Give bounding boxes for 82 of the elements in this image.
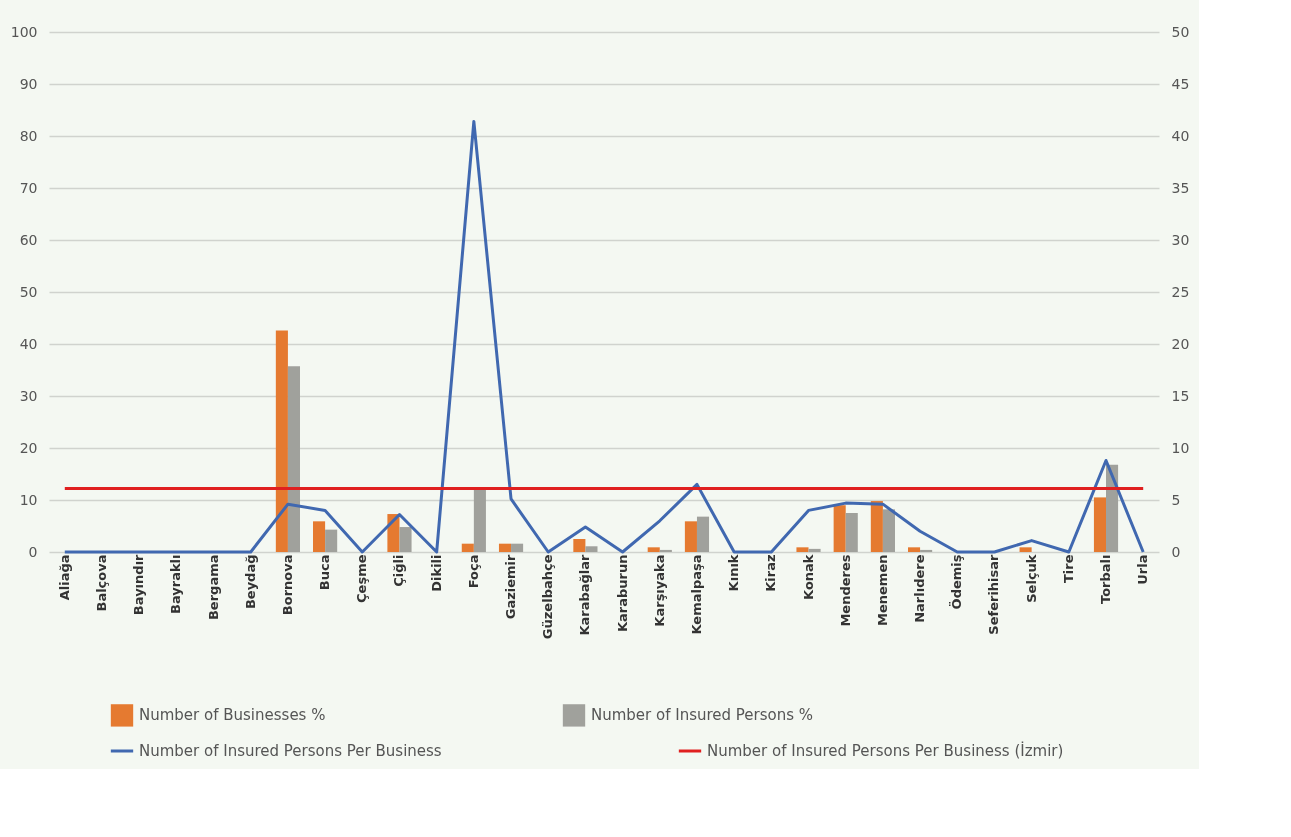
- y2-tick-label: 35: [1171, 179, 1190, 196]
- bar: [907, 547, 921, 552]
- x-tick-label: Karabağlar: [577, 553, 593, 636]
- y-tick-label: 10: [19, 491, 38, 508]
- x-tick-label: Kemalpaşa: [688, 554, 704, 635]
- y-tick-label: 50: [19, 283, 38, 300]
- x-tick-label: Güzelbahçe: [540, 554, 556, 640]
- bar: [461, 543, 474, 552]
- y-tick-label: 100: [10, 23, 38, 40]
- x-tick-label: Konak: [800, 554, 816, 600]
- y-tick-label: 40: [19, 335, 38, 352]
- x-tick-label: Ödemiş: [949, 554, 965, 610]
- bar: [585, 546, 598, 552]
- y2-tick-label: 50: [1171, 23, 1190, 40]
- y2-tick-label: 25: [1171, 283, 1190, 300]
- legend-label: Number of Insured Persons Per Business: [139, 742, 442, 760]
- bar: [573, 539, 586, 552]
- y2-tick-label: 10: [1171, 439, 1190, 456]
- bar: [659, 549, 672, 552]
- x-tick-label: Balçova: [93, 554, 109, 612]
- x-tick-label: Bornova: [279, 554, 295, 616]
- y2-tick-label: 30: [1171, 231, 1190, 248]
- bar: [920, 549, 933, 552]
- y-tick-label: 0: [28, 543, 38, 560]
- x-tick-label: Menderes: [837, 554, 853, 627]
- legend-label: Number of Insured Persons Per Business (İzmir): [707, 741, 1064, 760]
- bar: [498, 543, 512, 552]
- x-tick-label: Narlıdere: [912, 554, 928, 623]
- bar: [796, 547, 809, 552]
- x-tick-label: Kınık: [726, 554, 742, 592]
- bar: [696, 516, 710, 552]
- bar: [808, 548, 821, 552]
- y2-tick-label: 20: [1171, 335, 1190, 352]
- bar: [1019, 547, 1032, 552]
- x-tick-label: Bergama: [205, 554, 221, 621]
- y2-tick-label: 5: [1171, 491, 1181, 508]
- bar: [870, 501, 883, 552]
- bar: [845, 513, 858, 552]
- x-tick-label: Seferihisar: [986, 553, 1002, 635]
- y-tick-label: 90: [19, 75, 38, 92]
- bar: [313, 521, 326, 552]
- x-tick-label: Bayındır: [131, 553, 147, 616]
- bar: [399, 527, 412, 552]
- x-tick-label: Aliağa: [56, 554, 72, 601]
- x-tick-label: Gaziemir: [503, 553, 519, 620]
- y2-tick-label: 45: [1171, 75, 1190, 92]
- y2-tick-label: 40: [1171, 127, 1190, 144]
- bar: [882, 509, 895, 552]
- x-tick-label: Buca: [317, 554, 333, 591]
- legend-label: Number of Businesses %: [139, 706, 326, 725]
- y2-tick-label: 15: [1171, 387, 1190, 404]
- y-tick-label: 60: [19, 231, 38, 248]
- line-series: [63, 119, 1145, 554]
- bar: [275, 330, 288, 552]
- x-tick-label: Çeşme: [354, 554, 370, 603]
- x-tick-label: Selçuk: [1023, 554, 1039, 603]
- x-tick-label: Karşıyaka: [651, 554, 667, 627]
- x-tick-label: Tire: [1060, 554, 1076, 584]
- x-tick-label: Menemen: [874, 554, 890, 626]
- bar: [473, 488, 486, 552]
- x-tick-label: Çiğli: [391, 554, 407, 587]
- x-tick-label: Bayraklı: [168, 554, 184, 614]
- y-tick-label: 30: [19, 387, 38, 404]
- x-tick-label: Foça: [465, 554, 481, 589]
- x-tick-label: Urla: [1135, 554, 1151, 585]
- y2-tick-label: 0: [1171, 543, 1181, 560]
- y-tick-label: 20: [19, 439, 38, 456]
- x-tick-label: Kiraz: [763, 554, 779, 592]
- x-tick-label: Karaburun: [614, 554, 630, 633]
- x-tick-label: Dikili: [428, 554, 444, 592]
- bar: [1093, 497, 1107, 552]
- bar: [684, 521, 697, 552]
- y-tick-label: 80: [19, 127, 38, 144]
- x-tick-label: Beydağ: [242, 554, 258, 610]
- bar: [325, 529, 338, 552]
- bar: [287, 366, 301, 552]
- legend-label: Number of Insured Persons %: [591, 706, 814, 725]
- bar: [647, 547, 660, 552]
- bar: [511, 543, 524, 552]
- x-tick-label: Torbalı: [1098, 554, 1114, 604]
- y-tick-label: 70: [19, 179, 38, 196]
- bar: [833, 505, 846, 552]
